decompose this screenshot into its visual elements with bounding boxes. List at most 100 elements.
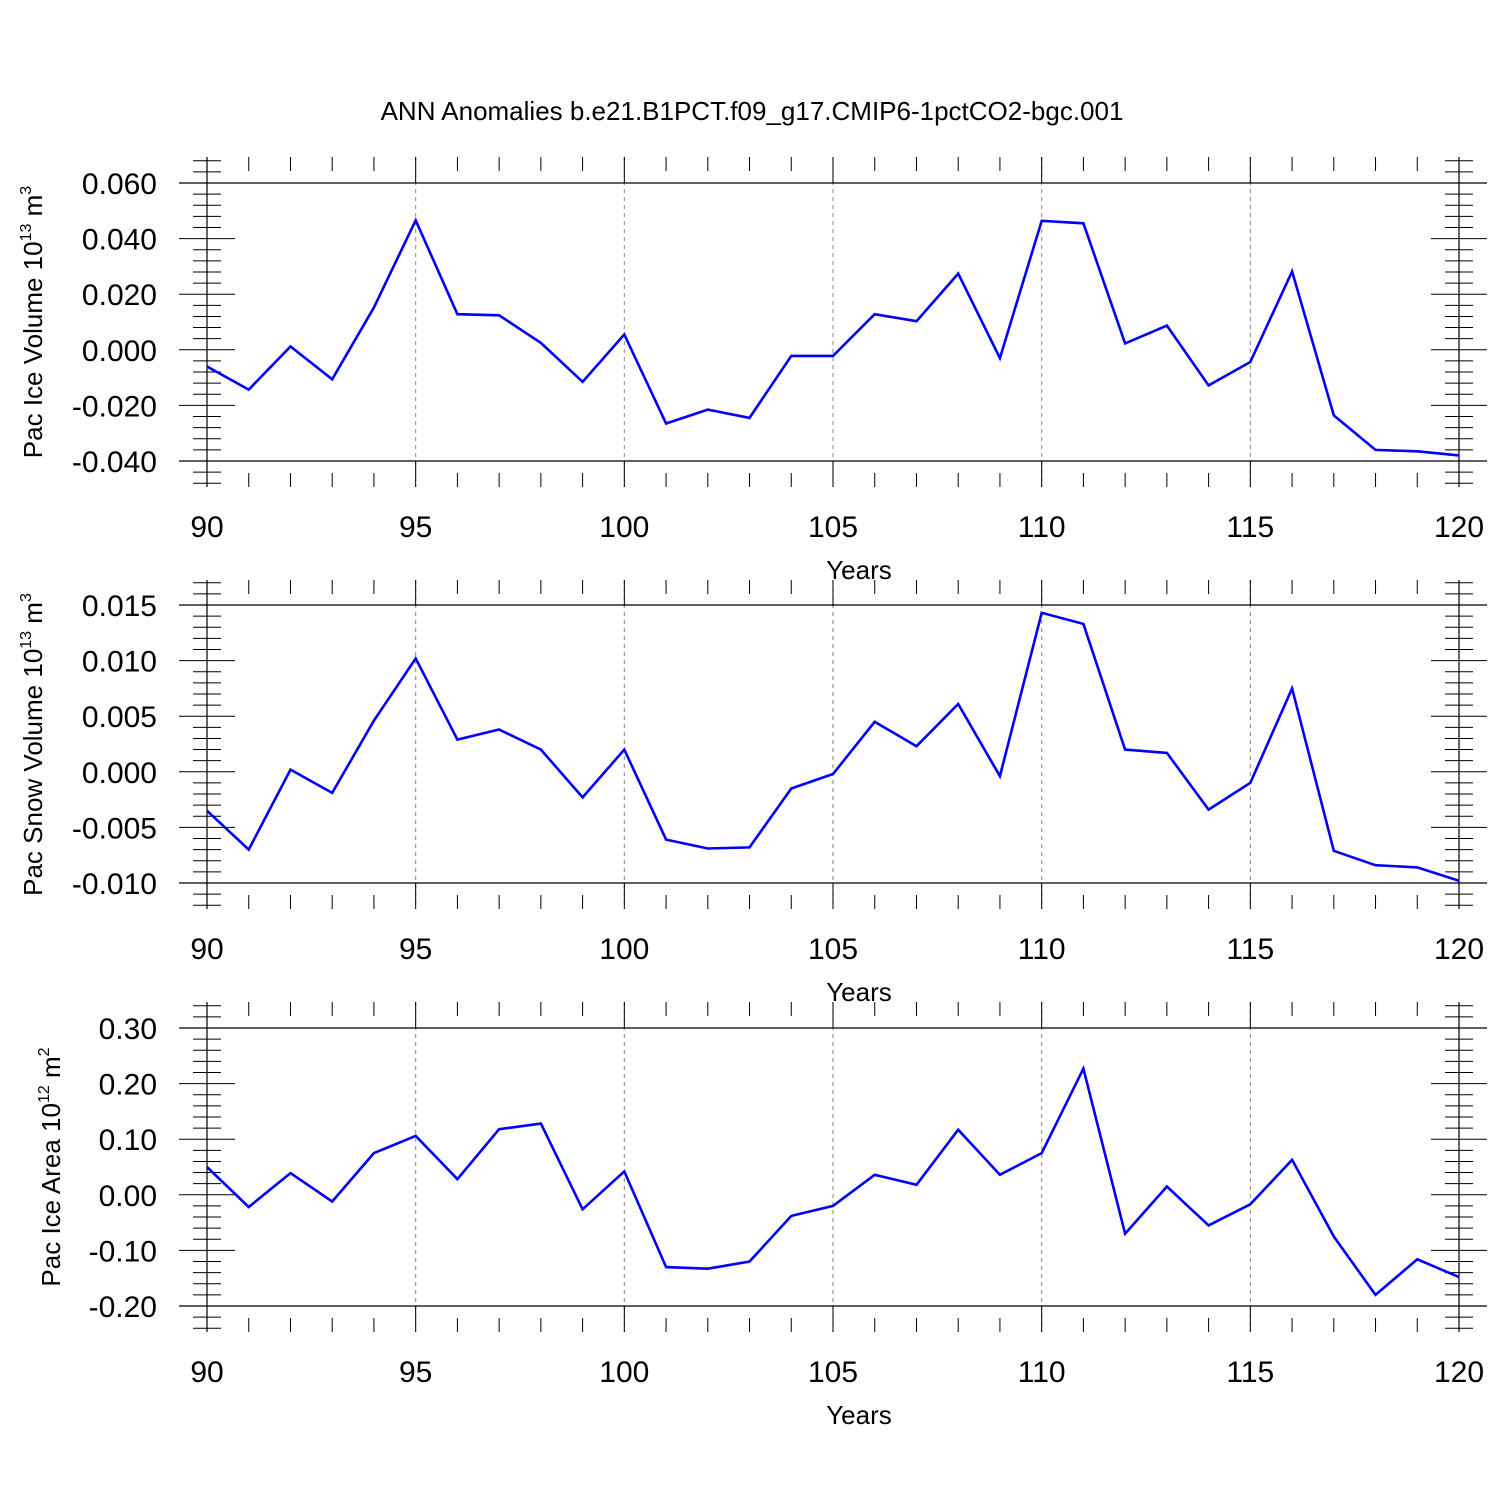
- data-point: [247, 388, 251, 392]
- x-tick-label: 120: [1434, 933, 1484, 966]
- data-point: [455, 1177, 459, 1181]
- data-point: [1290, 269, 1294, 273]
- data-point: [330, 791, 334, 795]
- data-point: [622, 748, 626, 752]
- y-tick-label: 0.020: [82, 279, 157, 312]
- data-point: [1123, 341, 1127, 345]
- data-point: [1415, 865, 1419, 869]
- data-point: [1290, 686, 1294, 690]
- data-point: [1457, 453, 1461, 457]
- data-point: [1165, 324, 1169, 328]
- data-point: [1374, 448, 1378, 452]
- data-point: [1290, 1158, 1294, 1162]
- data-point: [288, 768, 292, 772]
- data-point: [1123, 748, 1127, 752]
- x-tick-label: 105: [808, 1356, 858, 1389]
- y-tick-label: -0.010: [72, 868, 157, 901]
- chart-panel-2: -0.010 -0.005 0.000 0.005 0.010 0.015 90 95 100 1…: [18, 580, 1487, 1007]
- data-point: [330, 1199, 334, 1203]
- data-point: [748, 845, 752, 849]
- data-point: [789, 354, 793, 358]
- data-point: [748, 416, 752, 420]
- data-point: [288, 1171, 292, 1175]
- data-point: [455, 738, 459, 742]
- data-point: [706, 1267, 710, 1271]
- y-tick-label: 0.30: [99, 1013, 157, 1046]
- data-point: [1415, 1257, 1419, 1261]
- data-point: [1040, 1151, 1044, 1155]
- y-tick-label: -0.020: [72, 390, 157, 423]
- data-point: [205, 364, 209, 368]
- data-point: [748, 1260, 752, 1264]
- x-tick-label: 100: [599, 1356, 649, 1389]
- y-axis-label: Pac Snow Volume 1013 m3: [18, 593, 48, 896]
- data-point: [789, 786, 793, 790]
- data-point: [998, 356, 1002, 360]
- data-point: [247, 848, 251, 852]
- data-point: [372, 306, 376, 310]
- data-point: [455, 312, 459, 316]
- y-axis-label: Pac Ice Volume 1013 m3: [18, 186, 48, 459]
- chart-panels: -0.040 -0.020 0.000 0.020 0.040 0.060 90 95 100 1…: [18, 157, 1487, 1430]
- x-tick-label: 115: [1226, 511, 1274, 544]
- data-point: [288, 344, 292, 348]
- data-point: [831, 354, 835, 358]
- x-tick-label: 95: [399, 933, 432, 966]
- data-point: [664, 421, 668, 425]
- data-point: [205, 1165, 209, 1169]
- data-point: [1248, 1202, 1252, 1206]
- data-point: [497, 728, 501, 732]
- data-point: [414, 656, 418, 660]
- data-point: [914, 319, 918, 323]
- data-point: [622, 1169, 626, 1173]
- x-axis-label: Years: [826, 555, 892, 585]
- data-point: [914, 744, 918, 748]
- y-tick-label: 0.005: [82, 701, 157, 734]
- chart-panel-1: -0.040 -0.020 0.000 0.020 0.040 0.060 90 95 100 1…: [18, 157, 1487, 585]
- data-point: [873, 720, 877, 724]
- data-point: [1457, 1275, 1461, 1279]
- series-line: [206, 217, 1460, 457]
- data-point: [1165, 1184, 1169, 1188]
- data-point: [1207, 383, 1211, 387]
- data-point: [789, 1214, 793, 1218]
- y-tick-label: 0.00: [99, 1180, 157, 1213]
- chart-title: ANN Anomalies b.e21.B1PCT.f09_g17.CMIP6-…: [381, 96, 1124, 126]
- data-point: [1040, 611, 1044, 615]
- x-tick-label: 120: [1434, 511, 1484, 544]
- x-tick-label: 105: [808, 933, 858, 966]
- data-point: [706, 408, 710, 412]
- x-axis-label: Years: [826, 1400, 892, 1430]
- series-line: [206, 1064, 1460, 1297]
- data-point: [1123, 1232, 1127, 1236]
- data-point: [1332, 413, 1336, 417]
- data-point: [414, 1134, 418, 1138]
- data-point: [497, 1127, 501, 1131]
- data-point: [247, 1205, 251, 1209]
- chart-panel-3: -0.20 -0.10 0.00 0.10 0.20 0.30 90 95 100 105 110 1…: [36, 1002, 1487, 1430]
- y-axis-label: Pac Ice Area 1012 m2: [36, 1047, 66, 1286]
- data-point: [1374, 863, 1378, 867]
- y-tick-label: -0.10: [89, 1235, 157, 1268]
- data-point: [539, 341, 543, 345]
- x-tick-label: 120: [1434, 1356, 1484, 1389]
- y-tick-label: 0.000: [82, 335, 157, 368]
- x-tick-label: 100: [599, 933, 649, 966]
- data-point: [1374, 1293, 1378, 1297]
- data-point: [998, 774, 1002, 778]
- data-point: [1248, 781, 1252, 785]
- data-point: [956, 272, 960, 276]
- data-point: [372, 719, 376, 723]
- data-point: [539, 1122, 543, 1126]
- y-tick-label: -0.040: [72, 446, 157, 479]
- y-tick-label: 0.20: [99, 1069, 157, 1102]
- data-point: [1207, 808, 1211, 812]
- data-point: [1457, 879, 1461, 883]
- data-point: [1332, 849, 1336, 853]
- y-tick-label: 0.10: [99, 1124, 157, 1157]
- data-point: [664, 1265, 668, 1269]
- data-point: [956, 702, 960, 706]
- data-point: [831, 772, 835, 776]
